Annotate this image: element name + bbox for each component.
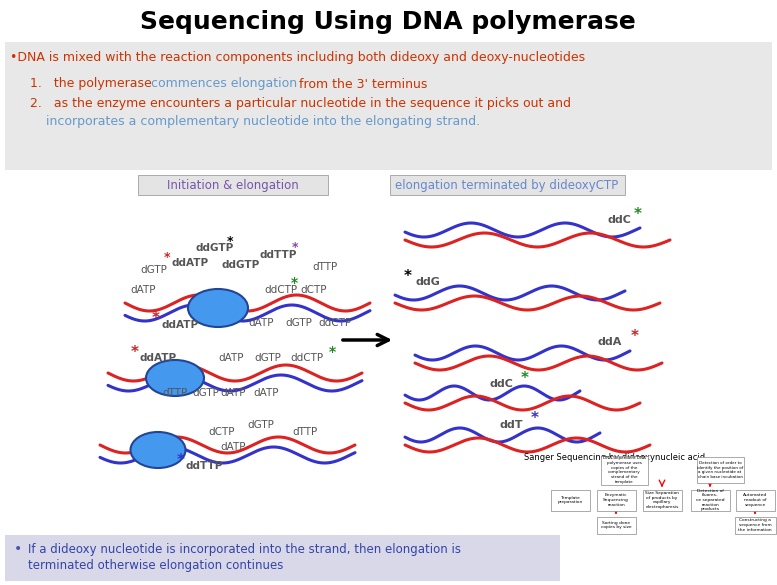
Text: Template
preparation: Template preparation — [557, 495, 583, 504]
Text: ddGTP: ddGTP — [222, 260, 260, 270]
Text: Automated
readout of
sequence: Automated readout of sequence — [743, 493, 767, 507]
Text: elongation terminated by dideoxyCTP: elongation terminated by dideoxyCTP — [395, 178, 618, 191]
FancyBboxPatch shape — [734, 517, 775, 534]
Text: •DNA is mixed with the reaction components including both dideoxy and deoxy-nucl: •DNA is mixed with the reaction componen… — [10, 51, 585, 64]
FancyBboxPatch shape — [601, 456, 647, 484]
Text: *: * — [631, 329, 639, 343]
FancyBboxPatch shape — [550, 490, 590, 511]
Bar — [5, 42, 772, 170]
Bar — [138, 175, 328, 195]
FancyBboxPatch shape — [736, 490, 775, 511]
FancyBboxPatch shape — [643, 490, 681, 511]
Text: dTTP: dTTP — [292, 427, 317, 437]
Text: dCTP: dCTP — [300, 285, 326, 295]
Text: *: * — [131, 345, 139, 360]
Text: ddTTP: ddTTP — [260, 250, 298, 260]
Text: Size Separation
of products by
capillary
electrophoresis: Size Separation of products by capillary… — [645, 491, 679, 509]
Text: Initiation & elongation: Initiation & elongation — [167, 178, 299, 191]
Text: terminated otherwise elongation continues: terminated otherwise elongation continue… — [28, 559, 284, 573]
Text: *: * — [404, 269, 412, 284]
Text: *: * — [177, 453, 185, 467]
Text: *: * — [291, 276, 298, 290]
Text: ddC: ddC — [607, 215, 631, 225]
Text: incorporates a complementary nucleotide into the elongating strand.: incorporates a complementary nucleotide … — [46, 115, 480, 129]
Text: dGTP: dGTP — [285, 318, 312, 328]
Text: from the 3' terminus: from the 3' terminus — [295, 77, 427, 91]
Text: *: * — [521, 370, 529, 386]
Bar — [5, 535, 560, 581]
Text: *: * — [152, 311, 160, 325]
Text: ddA: ddA — [598, 337, 622, 347]
Text: dATP: dATP — [248, 318, 274, 328]
FancyBboxPatch shape — [597, 517, 636, 534]
Text: ddCTP: ddCTP — [264, 285, 297, 295]
Text: Detection of
fluores-
ce separated
reaction
products: Detection of fluores- ce separated react… — [695, 489, 724, 511]
Text: dGTP: dGTP — [254, 353, 280, 363]
Text: ddATP: ddATP — [140, 353, 177, 363]
Text: dGTP: dGTP — [140, 265, 167, 275]
Text: dATP: dATP — [220, 442, 246, 452]
Text: Sanger Sequencing by dideoxynucleic acid: Sanger Sequencing by dideoxynucleic acid — [524, 453, 706, 463]
Text: •: • — [14, 542, 22, 556]
Ellipse shape — [146, 360, 204, 396]
Text: DNA-dependent DNA
polymerase uses
copies of the
complementary
strand of the
temp: DNA-dependent DNA polymerase uses copies… — [602, 456, 646, 483]
Text: ddCTP: ddCTP — [318, 318, 351, 328]
Text: commences elongation: commences elongation — [151, 77, 297, 91]
Text: 1.   the polymerase: 1. the polymerase — [30, 77, 155, 91]
Text: Sequencing Using DNA polymerase: Sequencing Using DNA polymerase — [140, 10, 636, 34]
Text: ddCTP: ddCTP — [290, 353, 323, 363]
Text: *: * — [329, 345, 336, 359]
Text: *: * — [227, 235, 233, 247]
Text: ddATP: ddATP — [162, 320, 199, 330]
Ellipse shape — [131, 432, 186, 468]
Text: *: * — [291, 242, 298, 254]
Text: If a dideoxy nucleotide is incorporated into the strand, then elongation is: If a dideoxy nucleotide is incorporated … — [28, 542, 461, 556]
Text: Enzymatic
Sequencing
reaction: Enzymatic Sequencing reaction — [603, 493, 629, 507]
Text: ddC: ddC — [490, 379, 514, 389]
Text: *: * — [164, 250, 170, 263]
Text: dGTP: dGTP — [192, 388, 219, 398]
FancyBboxPatch shape — [597, 490, 636, 511]
Text: ddGTP: ddGTP — [195, 243, 233, 253]
FancyBboxPatch shape — [691, 490, 730, 511]
Text: 2.   as the enzyme encounters a particular nucleotide in the sequence it picks o: 2. as the enzyme encounters a particular… — [30, 98, 575, 111]
Text: dTTP: dTTP — [312, 262, 337, 272]
Text: dGTP: dGTP — [247, 420, 274, 430]
Text: Sorting done
copies by size: Sorting done copies by size — [601, 521, 631, 529]
Text: *: * — [634, 207, 642, 222]
Text: *: * — [531, 411, 539, 426]
FancyBboxPatch shape — [696, 457, 744, 483]
Text: dCTP: dCTP — [208, 427, 235, 437]
Ellipse shape — [188, 289, 248, 327]
Text: ddATP: ddATP — [172, 258, 209, 268]
Text: ddG: ddG — [415, 277, 440, 287]
Text: dATP: dATP — [218, 353, 243, 363]
Text: dTTP: dTTP — [162, 388, 187, 398]
Text: Detection of order to
identify the position of
a given nucleotide at
chain base : Detection of order to identify the posit… — [697, 461, 743, 479]
Text: ddTTP: ddTTP — [185, 461, 222, 471]
Text: Constructing a
sequence from
the information: Constructing a sequence from the informa… — [738, 518, 772, 532]
Text: dATP: dATP — [253, 388, 278, 398]
Text: dATP: dATP — [220, 388, 246, 398]
Text: dATP: dATP — [130, 285, 155, 295]
Bar — [390, 175, 625, 195]
Text: ddT: ddT — [500, 420, 524, 430]
